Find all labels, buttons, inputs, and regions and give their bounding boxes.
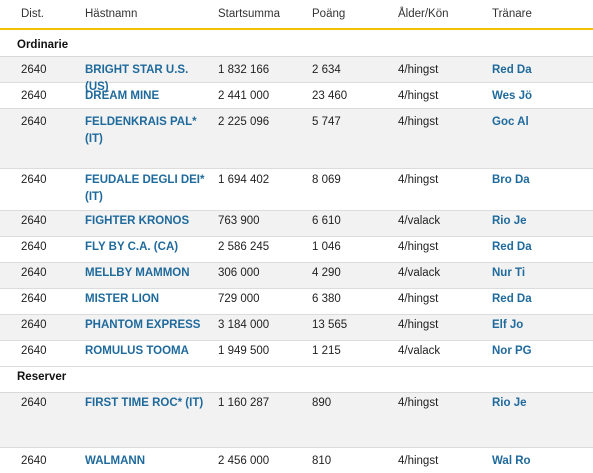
prize-sum-cell: 1 832 166 xyxy=(218,64,270,76)
points-cell: 23 460 xyxy=(312,90,348,102)
table-row: 2640 BRIGHT STAR U.S. (US) 1 832 166 2 6… xyxy=(0,57,593,93)
trainer-link[interactable]: Elf Jo xyxy=(492,319,524,331)
prize-sum-cell: 763 900 xyxy=(218,215,260,227)
header-age-sex: Ålder/Kön xyxy=(398,8,449,20)
trainer-link[interactable]: Red Da xyxy=(492,64,532,76)
points-cell: 1 046 xyxy=(312,241,341,253)
horse-link[interactable]: MELLBY MAMMON xyxy=(85,267,190,279)
table-row: 2640 DREAM MINE 2 441 000 23 460 4/hings… xyxy=(0,83,593,109)
age-sex-cell: 4/hingst xyxy=(398,90,439,102)
age-sex-cell: 4/valack xyxy=(398,215,441,227)
trainer-link[interactable]: Goc Al xyxy=(492,116,529,128)
trainer-link[interactable]: Wes Jö xyxy=(492,90,533,102)
age-sex-cell: 4/hingst xyxy=(398,116,439,128)
age-sex-cell: 4/valack xyxy=(398,267,441,279)
horse-link[interactable]: FIRST TIME ROC* (IT) xyxy=(85,397,204,409)
section-title: Ordinarie xyxy=(17,39,69,51)
section-title: Reserver xyxy=(17,371,67,383)
prize-sum-cell: 2 441 000 xyxy=(218,90,270,102)
age-sex-cell: 4/hingst xyxy=(398,319,439,331)
dist-cell: 2640 xyxy=(21,64,47,76)
horse-link[interactable]: FELDENKRAIS PAL* (IT) xyxy=(85,116,197,145)
dist-cell: 2640 xyxy=(21,319,47,331)
trainer-link[interactable]: Nur Ti xyxy=(492,267,526,279)
table-row: 2640 ROMULUS TOOMA 1 949 500 1 215 4/val… xyxy=(0,341,593,367)
trainer-link[interactable]: Rio Je xyxy=(492,397,527,409)
age-sex-cell: 4/hingst xyxy=(398,293,439,305)
prize-sum-cell: 306 000 xyxy=(218,267,260,279)
header-horse-name: Hästnamn xyxy=(85,8,138,20)
section-ordinarie: Ordinarie xyxy=(0,31,593,57)
points-cell: 2 634 xyxy=(312,64,341,76)
table-header: Dist. Hästnamn Startsumma Poäng Ålder/Kö… xyxy=(0,0,593,30)
horse-link[interactable]: WALMANN xyxy=(85,455,146,467)
age-sex-cell: 4/hingst xyxy=(398,397,439,409)
points-cell: 890 xyxy=(312,397,332,409)
points-cell: 5 747 xyxy=(312,116,341,128)
trainer-link[interactable]: Nor PG xyxy=(492,345,532,357)
points-cell: 1 215 xyxy=(312,345,341,357)
dist-cell: 2640 xyxy=(21,397,47,409)
dist-cell: 2640 xyxy=(21,116,47,128)
table-row: 2640 FELDENKRAIS PAL* (IT) 2 225 096 5 7… xyxy=(0,109,593,169)
section-reserver: Reserver xyxy=(0,367,593,393)
horse-link[interactable]: DREAM MINE xyxy=(85,90,160,102)
prize-sum-cell: 1 160 287 xyxy=(218,397,270,409)
prize-sum-cell: 2 586 245 xyxy=(218,241,270,253)
prize-sum-cell: 729 000 xyxy=(218,293,260,305)
age-sex-cell: 4/hingst xyxy=(398,241,439,253)
dist-cell: 2640 xyxy=(21,267,47,279)
dist-cell: 2640 xyxy=(21,345,47,357)
table-row: 2640 WALMANN 2 456 000 810 4/hingst Wal … xyxy=(0,448,593,473)
horse-link[interactable]: FIGHTER KRONOS xyxy=(85,215,190,227)
dist-cell: 2640 xyxy=(21,174,47,186)
horse-link[interactable]: PHANTOM EXPRESS xyxy=(85,319,201,331)
table-row: 2640 FLY BY C.A. (CA) 2 586 245 1 046 4/… xyxy=(0,237,593,263)
horse-link[interactable]: ROMULUS TOOMA xyxy=(85,345,189,357)
header-prize-sum: Startsumma xyxy=(218,8,280,20)
horse-link[interactable]: BRIGHT STAR U.S. (US) xyxy=(85,64,189,93)
horse-link[interactable]: FEUDALE DEGLI DEI* (IT) xyxy=(85,174,205,203)
trainer-link[interactable]: Bro Da xyxy=(492,174,530,186)
dist-cell: 2640 xyxy=(21,90,47,102)
dist-cell: 2640 xyxy=(21,215,47,227)
age-sex-cell: 4/hingst xyxy=(398,174,439,186)
prize-sum-cell: 2 225 096 xyxy=(218,116,270,128)
points-cell: 4 290 xyxy=(312,267,341,279)
table-row: 2640 MISTER LION 729 000 6 380 4/hingst … xyxy=(0,289,593,315)
trainer-link[interactable]: Wal Ro xyxy=(492,455,531,467)
prize-sum-cell: 1 949 500 xyxy=(218,345,270,357)
prize-sum-cell: 3 184 000 xyxy=(218,319,270,331)
trainer-link[interactable]: Red Da xyxy=(492,293,532,305)
points-cell: 810 xyxy=(312,455,332,467)
points-cell: 13 565 xyxy=(312,319,348,331)
trainer-link[interactable]: Rio Je xyxy=(492,215,527,227)
age-sex-cell: 4/hingst xyxy=(398,64,439,76)
dist-cell: 2640 xyxy=(21,241,47,253)
points-cell: 8 069 xyxy=(312,174,341,186)
table-row: 2640 FIGHTER KRONOS 763 900 6 610 4/vala… xyxy=(0,211,593,237)
age-sex-cell: 4/valack xyxy=(398,345,441,357)
age-sex-cell: 4/hingst xyxy=(398,455,439,467)
table-row: 2640 FEUDALE DEGLI DEI* (IT) 1 694 402 8… xyxy=(0,169,593,211)
prize-sum-cell: 1 694 402 xyxy=(218,174,270,186)
dist-cell: 2640 xyxy=(21,455,47,467)
prize-sum-cell: 2 456 000 xyxy=(218,455,270,467)
header-points: Poäng xyxy=(312,8,346,20)
header-dist: Dist. xyxy=(21,8,44,20)
dist-cell: 2640 xyxy=(21,293,47,305)
table-row: 2640 MELLBY MAMMON 306 000 4 290 4/valac… xyxy=(0,263,593,289)
trainer-link[interactable]: Red Da xyxy=(492,241,532,253)
horse-link[interactable]: MISTER LION xyxy=(85,293,160,305)
table-row: 2640 PHANTOM EXPRESS 3 184 000 13 565 4/… xyxy=(0,315,593,341)
horse-link[interactable]: FLY BY C.A. (CA) xyxy=(85,241,179,253)
points-cell: 6 610 xyxy=(312,215,341,227)
table-row: 2640 FIRST TIME ROC* (IT) 1 160 287 890 … xyxy=(0,393,593,448)
header-trainer: Tränare xyxy=(492,8,532,20)
points-cell: 6 380 xyxy=(312,293,341,305)
